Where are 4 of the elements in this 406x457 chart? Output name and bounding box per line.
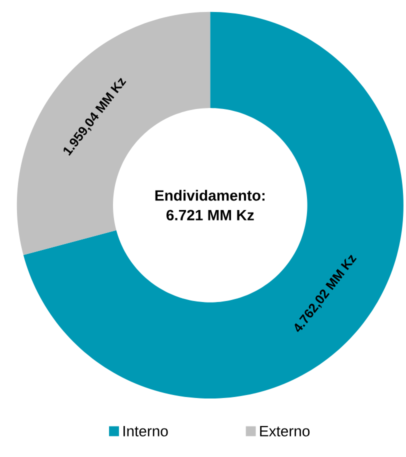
text: 6.721 MM Kz xyxy=(166,210,254,220)
text: Endividamento: xyxy=(155,190,264,201)
legend-label: Interno xyxy=(123,426,168,436)
legend-label: Externo xyxy=(260,426,310,436)
